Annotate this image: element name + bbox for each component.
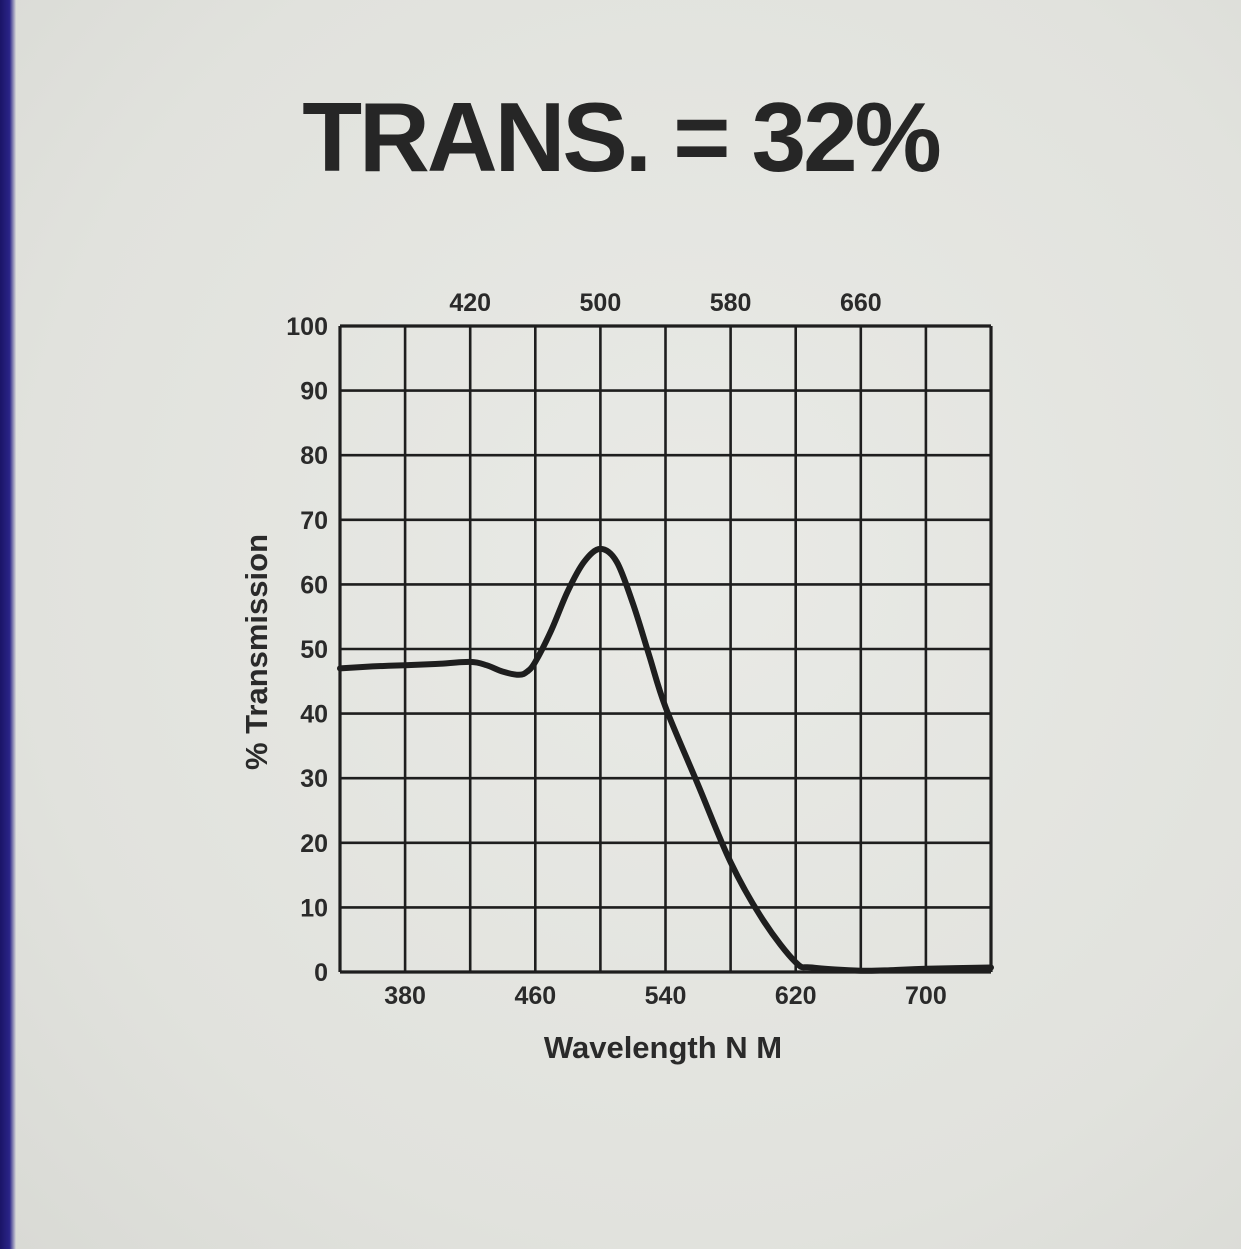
y-tick-label: 50	[300, 636, 328, 664]
y-tick-label: 70	[300, 507, 328, 535]
x-tick-label-top: 500	[580, 289, 622, 317]
grid-layer	[338, 324, 993, 974]
label-layer: 0 10 20 30 40 50 60 70 80 90 100 380 460 540 620 700 420…	[286, 289, 946, 1010]
chart-title: TRANS. = 32%	[302, 82, 942, 192]
y-tick-label: 30	[300, 765, 328, 793]
y-tick-label: 100	[286, 313, 328, 341]
y-tick-label: 80	[300, 442, 328, 470]
paper-sheet	[16, 0, 1241, 1249]
y-tick-label: 40	[300, 701, 328, 729]
y-tick-label: 60	[300, 571, 328, 599]
x-tick-label-bottom: 460	[514, 982, 556, 1010]
x-tick-label-top: 580	[710, 289, 752, 317]
x-tick-label-bottom: 620	[775, 982, 817, 1010]
x-tick-label-top: 420	[449, 289, 491, 317]
y-tick-label: 0	[314, 959, 328, 987]
transmission-curve-line	[337, 545, 994, 974]
y-tick-label: 10	[300, 894, 328, 922]
page-edge-strip	[0, 0, 16, 1249]
y-tick-label: 20	[300, 830, 328, 858]
x-axis-title: Wavelength N M	[544, 1030, 782, 1065]
x-tick-label-bottom: 700	[905, 982, 947, 1010]
y-tick-label: 90	[300, 378, 328, 406]
x-tick-label-bottom: 540	[645, 982, 687, 1010]
curve-layer	[337, 545, 994, 974]
x-tick-label-bottom: 380	[384, 982, 426, 1010]
x-tick-label-top: 660	[840, 289, 882, 317]
y-axis-title: % Transmission	[239, 534, 274, 770]
